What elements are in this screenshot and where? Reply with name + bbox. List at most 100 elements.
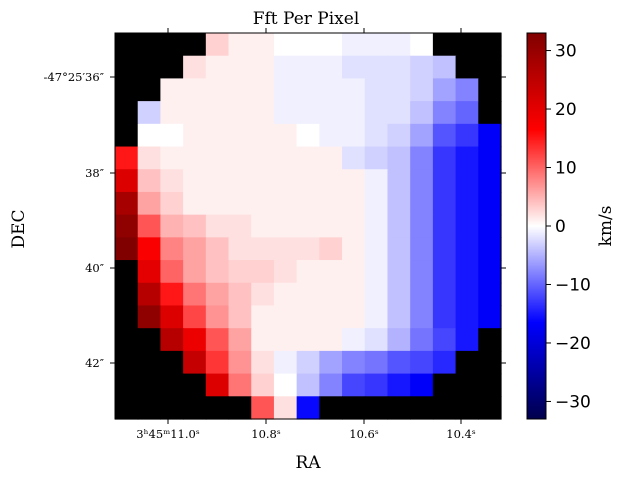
heatmap-cell bbox=[183, 78, 206, 101]
heatmap-cell bbox=[251, 147, 274, 170]
heatmap-cell bbox=[433, 237, 456, 260]
heatmap-cell bbox=[410, 56, 433, 79]
heatmap-cell bbox=[206, 101, 229, 124]
heatmap-cell-empty bbox=[433, 374, 456, 397]
heatmap-cell bbox=[410, 305, 433, 328]
heatmap-cell bbox=[410, 215, 433, 238]
heatmap-cell bbox=[183, 147, 206, 170]
heatmap-cell bbox=[160, 101, 183, 124]
heatmap-cell bbox=[229, 78, 252, 101]
heatmap-cell bbox=[138, 305, 161, 328]
heatmap-cell bbox=[342, 283, 365, 306]
heatmap-cell-empty bbox=[183, 374, 206, 397]
heatmap-cell bbox=[319, 169, 342, 192]
heatmap-cell bbox=[410, 33, 433, 56]
heatmap-cell bbox=[274, 237, 297, 260]
heatmap-cell bbox=[115, 215, 138, 238]
heatmap-cell bbox=[297, 78, 320, 101]
heatmap-cell bbox=[251, 283, 274, 306]
y-axis-label: DEC bbox=[9, 209, 29, 248]
heatmap-cell bbox=[297, 56, 320, 79]
heatmap-cell bbox=[410, 374, 433, 397]
heatmap-cell bbox=[251, 305, 274, 328]
heatmap-cell bbox=[274, 169, 297, 192]
heatmap-cell-empty bbox=[160, 396, 183, 419]
heatmap-cell bbox=[387, 374, 410, 397]
heatmap-cell bbox=[206, 305, 229, 328]
heatmap-cell bbox=[160, 169, 183, 192]
heatmap-cell bbox=[229, 33, 252, 56]
heatmap-cell bbox=[433, 328, 456, 351]
heatmap-cell-empty bbox=[229, 396, 252, 419]
heatmap-cell bbox=[342, 260, 365, 283]
heatmap-cell bbox=[456, 124, 479, 147]
chart-title: Fft Per Pixel bbox=[253, 9, 360, 29]
heatmap-cell bbox=[206, 33, 229, 56]
heatmap-cell bbox=[319, 78, 342, 101]
heatmap-cell bbox=[365, 283, 388, 306]
heatmap-cell bbox=[433, 101, 456, 124]
x-tick-label: 3ʰ45ᵐ11.0ˢ bbox=[136, 427, 200, 441]
heatmap-cell bbox=[297, 147, 320, 170]
heatmap-cell bbox=[274, 328, 297, 351]
heatmap-cell bbox=[160, 305, 183, 328]
heatmap-cell bbox=[319, 147, 342, 170]
heatmap-cell bbox=[206, 328, 229, 351]
heatmap-cell bbox=[478, 147, 501, 170]
heatmap-cell-empty bbox=[456, 351, 479, 374]
heatmap-cell bbox=[251, 192, 274, 215]
heatmap-cell bbox=[433, 283, 456, 306]
heatmap-cell bbox=[456, 192, 479, 215]
heatmap-cell bbox=[410, 147, 433, 170]
heatmap-cell bbox=[274, 124, 297, 147]
heatmap-cell bbox=[115, 169, 138, 192]
heatmap-cell-empty bbox=[433, 396, 456, 419]
heatmap-cell bbox=[342, 56, 365, 79]
heatmap-cell-empty bbox=[115, 283, 138, 306]
heatmap-cell bbox=[274, 192, 297, 215]
heatmap-cell bbox=[342, 305, 365, 328]
heatmap-cell bbox=[183, 192, 206, 215]
heatmap-cell bbox=[138, 260, 161, 283]
heatmap-cell bbox=[342, 33, 365, 56]
heatmap-cell bbox=[206, 169, 229, 192]
heatmap-cell bbox=[456, 260, 479, 283]
heatmap-cell-empty bbox=[365, 396, 388, 419]
heatmap-cell bbox=[297, 396, 320, 419]
heatmap-cell bbox=[319, 101, 342, 124]
heatmap-cell bbox=[365, 56, 388, 79]
colorbar-tick-label: −30 bbox=[555, 392, 591, 412]
heatmap-cell bbox=[229, 192, 252, 215]
heatmap-cell-empty bbox=[115, 328, 138, 351]
heatmap-cell bbox=[251, 169, 274, 192]
heatmap-cell-empty bbox=[456, 374, 479, 397]
heatmap-cell-empty bbox=[160, 374, 183, 397]
heatmap-cell bbox=[478, 215, 501, 238]
heatmap-cell-empty bbox=[342, 396, 365, 419]
heatmap-cell bbox=[160, 215, 183, 238]
heatmap-cell bbox=[365, 305, 388, 328]
heatmap-cell-empty bbox=[138, 33, 161, 56]
heatmap-cell bbox=[410, 101, 433, 124]
heatmap-cell-empty bbox=[160, 351, 183, 374]
heatmap-cell bbox=[319, 192, 342, 215]
heatmap-cell bbox=[274, 101, 297, 124]
heatmap-cell-empty bbox=[115, 78, 138, 101]
heatmap-cell bbox=[160, 237, 183, 260]
heatmap-cell bbox=[342, 328, 365, 351]
heatmap-cell-empty bbox=[478, 351, 501, 374]
heatmap-cell bbox=[365, 237, 388, 260]
heatmap-cell bbox=[183, 351, 206, 374]
heatmap-cell bbox=[183, 237, 206, 260]
heatmap-cell bbox=[478, 260, 501, 283]
heatmap-cell bbox=[319, 33, 342, 56]
heatmap-cell-empty bbox=[138, 351, 161, 374]
heatmap-cell-empty bbox=[433, 33, 456, 56]
heatmap-cell bbox=[229, 215, 252, 238]
heatmap-cell bbox=[319, 374, 342, 397]
heatmap-cell bbox=[478, 192, 501, 215]
colorbar-tick-label: −10 bbox=[555, 275, 591, 295]
x-tick-label: 10.6ˢ bbox=[349, 427, 379, 441]
heatmap-cell bbox=[342, 237, 365, 260]
